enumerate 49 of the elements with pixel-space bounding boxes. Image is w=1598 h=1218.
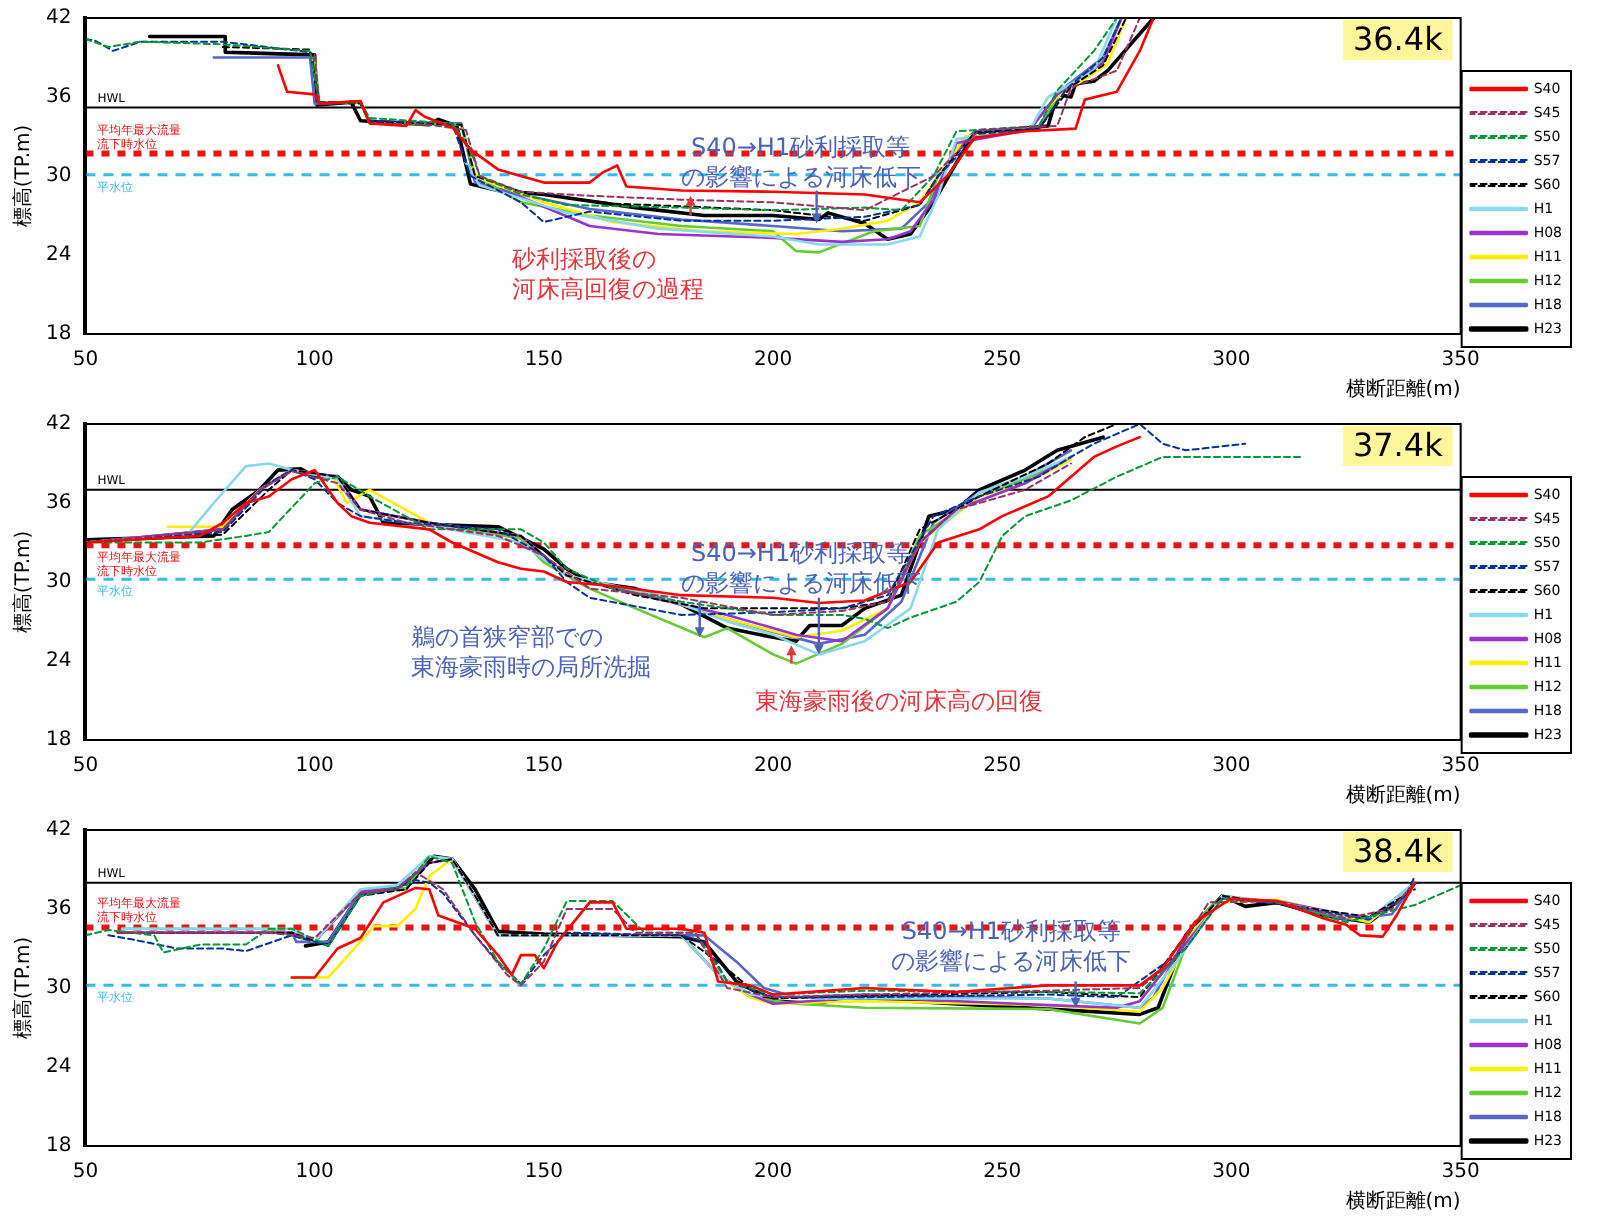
annotation: 東海豪雨後の河床高の回復	[754, 687, 1043, 716]
y-tick-label: 30	[45, 571, 72, 594]
y-tick-label: 24	[45, 1056, 72, 1079]
x-tick-label: 350	[1441, 349, 1480, 372]
y-tick-label: 18	[45, 729, 72, 752]
x-tick-label: 350	[1441, 1161, 1480, 1184]
y-tick-label: 24	[45, 650, 72, 673]
annotation: 鵜の首狭窄部での東海豪雨時の局所洗掘	[410, 622, 651, 681]
x-tick-label: 150	[524, 755, 563, 778]
x-tick-label: 50	[72, 349, 99, 372]
y-tick-label: 36	[45, 492, 72, 515]
x-tick-label: 350	[1441, 755, 1480, 778]
x-tick-label: 200	[753, 349, 793, 372]
y-axis-title: 標高(TP.m)	[11, 530, 36, 634]
y-tick-label: 24	[45, 244, 72, 267]
y-tick-label: 42	[45, 7, 72, 30]
x-axis-title: 横断距離(m)	[1345, 783, 1461, 808]
x-tick-label: 100	[295, 1161, 334, 1184]
x-tick-label: 150	[524, 349, 563, 372]
y-tick-label: 18	[45, 1135, 72, 1158]
x-tick-label: 250	[983, 349, 1022, 372]
y-tick-label: 18	[45, 323, 72, 346]
y-axis-title: 標高(TP.m)	[11, 936, 36, 1040]
x-axis-title: 横断距離(m)	[1345, 1189, 1461, 1214]
annotation: 砂利採取後の河床高回復の過程	[509, 244, 704, 303]
y-tick-label: 30	[45, 165, 72, 188]
x-tick-label: 150	[524, 1161, 563, 1184]
x-axis-title: 横断距離(m)	[1345, 377, 1461, 402]
y-tick-label: 42	[45, 819, 72, 842]
x-tick-label: 100	[295, 755, 334, 778]
x-tick-label: 100	[295, 349, 334, 372]
x-tick-label: 300	[1212, 755, 1251, 778]
chart-title: 38.4k	[1352, 832, 1445, 871]
x-tick-label: 50	[72, 1161, 99, 1184]
x-tick-label: 50	[72, 755, 99, 778]
x-tick-label: 300	[1212, 349, 1251, 372]
x-tick-label: 200	[753, 1161, 793, 1184]
x-tick-label: 300	[1212, 1161, 1251, 1184]
annotation: S40→H1砂利採取等の影響による河床低下	[891, 916, 1132, 975]
y-tick-label: 30	[45, 977, 72, 1000]
y-tick-label: 36	[45, 86, 72, 109]
x-tick-label: 200	[753, 755, 793, 778]
y-tick-label: 42	[45, 413, 72, 436]
x-tick-label: 250	[983, 1161, 1022, 1184]
chart-title: 36.4k	[1352, 20, 1445, 59]
y-axis-title: 標高(TP.m)	[11, 124, 36, 228]
y-tick-label: 36	[45, 898, 72, 921]
x-tick-label: 250	[983, 755, 1022, 778]
chart-title: 37.4k	[1352, 426, 1445, 465]
